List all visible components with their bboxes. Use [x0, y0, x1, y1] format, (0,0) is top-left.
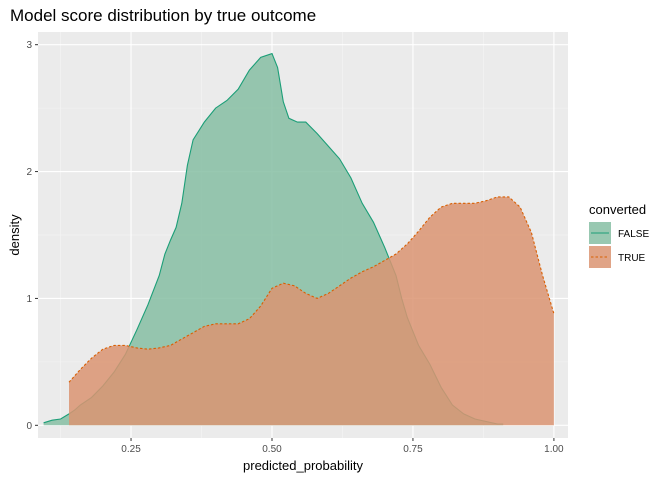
- y-axis-label: density: [7, 214, 22, 256]
- legend: converted FALSE TRUE: [589, 202, 649, 268]
- density-area-true: [69, 196, 554, 426]
- legend-label-true: TRUE: [618, 253, 646, 264]
- y-tick-label: 1: [26, 294, 32, 305]
- x-tick-label: 1.00: [544, 444, 564, 455]
- y-tick-label: 3: [26, 40, 32, 51]
- legend-title: converted: [589, 202, 646, 217]
- density-line-true: [68, 196, 555, 383]
- y-tick-label: 0: [26, 421, 32, 432]
- x-tick-label: 0.75: [403, 444, 423, 455]
- y-axis: 0 1 2 3: [26, 40, 38, 432]
- x-tick-label: 0.25: [121, 444, 141, 455]
- x-tick-label: 0.50: [262, 444, 282, 455]
- chart-title: Model score distribution by true outcome: [10, 6, 316, 25]
- y-tick-label: 2: [26, 167, 32, 178]
- x-axis: 0.25 0.50 0.75 1.00: [121, 438, 564, 455]
- x-axis-label: predicted_probability: [243, 458, 363, 473]
- density-areas: [43, 52, 555, 426]
- legend-label-false: FALSE: [618, 229, 649, 240]
